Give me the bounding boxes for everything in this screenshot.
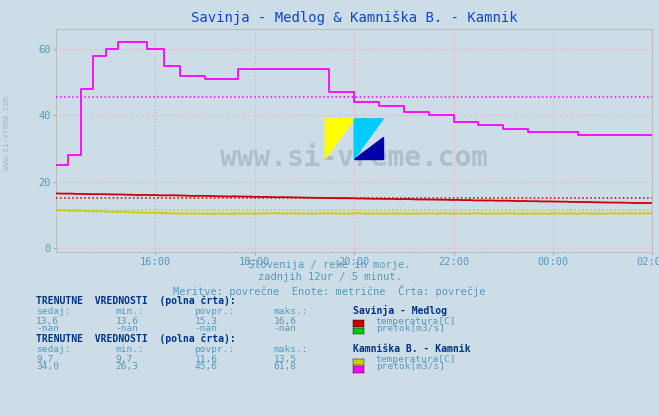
- Polygon shape: [354, 119, 383, 158]
- Text: sedaj:: sedaj:: [36, 307, 71, 316]
- Text: 11,6: 11,6: [194, 355, 217, 364]
- Text: 15,3: 15,3: [194, 317, 217, 326]
- Text: 9,7: 9,7: [36, 355, 53, 364]
- Text: pretok[m3/s]: pretok[m3/s]: [376, 362, 445, 371]
- Text: 34,0: 34,0: [36, 362, 59, 371]
- Text: temperatura[C]: temperatura[C]: [376, 317, 456, 326]
- Text: TRENUTNE  VREDNOSTI  (polna črta):: TRENUTNE VREDNOSTI (polna črta):: [36, 334, 236, 344]
- Text: povpr.:: povpr.:: [194, 345, 235, 354]
- Polygon shape: [326, 119, 354, 158]
- Text: 9,7: 9,7: [115, 355, 132, 364]
- Text: min.:: min.:: [115, 345, 144, 354]
- Text: Kamniška B. - Kamnik: Kamniška B. - Kamnik: [353, 344, 470, 354]
- Text: -nan: -nan: [36, 324, 59, 333]
- Polygon shape: [354, 137, 383, 158]
- Title: Savinja - Medlog & Kamniška B. - Kamnik: Savinja - Medlog & Kamniška B. - Kamnik: [191, 11, 517, 25]
- Text: maks.:: maks.:: [273, 345, 308, 354]
- Text: Meritve: povrečne  Enote: metrične  Črta: povrečje: Meritve: povrečne Enote: metrične Črta: …: [173, 285, 486, 297]
- Text: 61,8: 61,8: [273, 362, 297, 371]
- Text: 13,6: 13,6: [36, 317, 59, 326]
- Text: zadnjih 12ur / 5 minut.: zadnjih 12ur / 5 minut.: [258, 272, 401, 282]
- Text: 26,3: 26,3: [115, 362, 138, 371]
- Text: sedaj:: sedaj:: [36, 345, 71, 354]
- Text: 13,6: 13,6: [115, 317, 138, 326]
- Text: pretok[m3/s]: pretok[m3/s]: [376, 324, 445, 333]
- Text: temperatura[C]: temperatura[C]: [376, 355, 456, 364]
- Text: min.:: min.:: [115, 307, 144, 316]
- Text: 45,6: 45,6: [194, 362, 217, 371]
- Text: povpr.:: povpr.:: [194, 307, 235, 316]
- Text: 16,6: 16,6: [273, 317, 297, 326]
- Text: Slovenija / reke in morje.: Slovenija / reke in morje.: [248, 260, 411, 270]
- Text: www.si-vreme.com: www.si-vreme.com: [220, 144, 488, 172]
- Text: -nan: -nan: [194, 324, 217, 333]
- Text: -nan: -nan: [273, 324, 297, 333]
- Text: -nan: -nan: [115, 324, 138, 333]
- Text: www.si-vreme.com: www.si-vreme.com: [2, 96, 11, 170]
- Text: Savinja - Medlog: Savinja - Medlog: [353, 305, 447, 316]
- Text: maks.:: maks.:: [273, 307, 308, 316]
- Text: TRENUTNE  VREDNOSTI  (polna črta):: TRENUTNE VREDNOSTI (polna črta):: [36, 295, 236, 306]
- Text: 13,5: 13,5: [273, 355, 297, 364]
